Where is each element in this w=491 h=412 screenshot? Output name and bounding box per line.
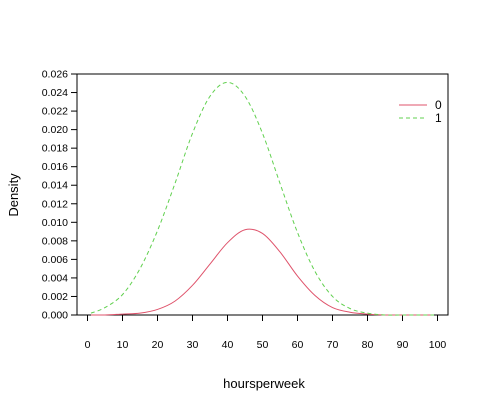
x-tick-label: 70 [327,339,339,351]
x-tick-label: 100 [429,339,447,351]
series-line-1 [90,81,434,316]
legend-label-1: 1 [435,111,442,125]
x-axis-title: hoursperweek [223,376,305,391]
x-tick-label: 0 [85,339,91,351]
x-axis: 0 10 20 30 40 50 60 70 80 90 100 [85,315,447,351]
x-tick-label: 10 [117,339,129,351]
y-tick-label: 0.020 [42,124,68,136]
y-tick-label: 0.026 [42,69,68,81]
x-tick-label: 20 [152,339,164,351]
y-axis: 0.000 0.002 0.004 0.006 0.008 0.010 0.012 0.014… [42,69,77,322]
y-tick-label: 0.006 [42,254,68,266]
y-tick-label: 0.024 [42,87,68,99]
y-tick-label: 0.012 [42,198,68,210]
x-tick-label: 40 [222,339,234,351]
x-tick-label: 80 [362,339,374,351]
x-tick-label: 50 [257,339,269,351]
y-tick-label: 0.014 [42,180,68,192]
y-tick-label: 0.022 [42,106,68,118]
plot-box [76,73,449,316]
x-tick-label: 90 [397,339,409,351]
y-tick-label: 0.000 [42,310,68,322]
x-tick-label: 30 [187,339,199,351]
legend: 01 [399,98,442,125]
y-tick-label: 0.002 [42,291,68,303]
x-tick-label: 60 [292,339,304,351]
y-tick-label: 0.008 [42,235,68,247]
y-tick-label: 0.010 [42,217,68,229]
y-tick-label: 0.018 [42,143,68,155]
y-tick-label: 0.016 [42,161,68,173]
series-line-0 [90,228,434,316]
series-layer [90,81,434,316]
legend-label-0: 0 [435,98,442,112]
y-axis-title: Density [6,173,21,217]
y-tick-label: 0.004 [42,272,68,284]
